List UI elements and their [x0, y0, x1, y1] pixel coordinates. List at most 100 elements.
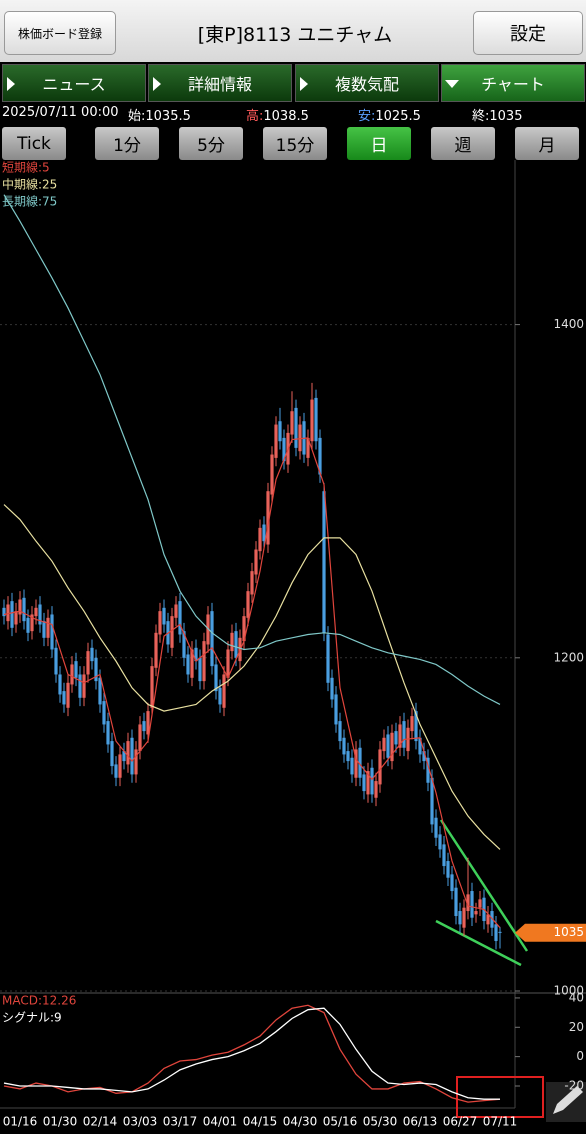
candle-body — [446, 861, 450, 878]
y-tick-label: 1000 — [553, 984, 584, 998]
candle-body — [398, 724, 402, 748]
candle-body — [382, 737, 386, 752]
candle-body — [106, 721, 110, 745]
candle-body — [54, 647, 58, 675]
candle-body — [6, 604, 10, 622]
candle-body — [198, 657, 202, 682]
y-tick-label: -20 — [564, 1078, 584, 1092]
legend-entry: MACD:12.26 — [2, 994, 76, 1008]
register-button[interactable]: 株価ボード登録 — [4, 11, 116, 55]
candle-body — [354, 749, 358, 778]
candle-body — [46, 617, 50, 638]
candle-body — [138, 724, 142, 752]
candle-body — [110, 741, 114, 767]
candle-body — [158, 611, 162, 635]
candle-body — [298, 424, 302, 452]
candle-body — [162, 607, 166, 625]
candle-body — [370, 767, 374, 795]
stock-title: [東P]8113 ユニチャム — [197, 24, 393, 46]
candle-body — [218, 687, 222, 705]
value: 1038.5 — [263, 109, 309, 124]
timeframe-button[interactable]: 月 — [515, 127, 579, 160]
candle-body — [318, 437, 322, 475]
x-tick-label: 02/14 — [83, 1115, 118, 1129]
candle-body — [266, 491, 270, 545]
candle-body — [66, 682, 70, 708]
timeframe-button[interactable]: 15分 — [263, 127, 327, 160]
candle-body — [194, 647, 198, 662]
quote-datetime: 2025/07/11 00:00 — [2, 105, 119, 120]
candle-body — [86, 651, 90, 675]
candle-body — [326, 634, 330, 683]
candle-body — [466, 894, 470, 912]
candle-body — [126, 741, 130, 765]
candle-body — [310, 399, 314, 442]
candle-body — [378, 749, 382, 785]
candle-body — [458, 911, 462, 925]
candle-body — [70, 664, 74, 685]
candle-body — [38, 604, 42, 625]
candle-body — [250, 571, 254, 595]
value: 1025.5 — [375, 109, 421, 124]
quote-open: 始:1035.5 — [128, 105, 191, 124]
x-tick-label: 03/03 — [123, 1115, 158, 1129]
candle-body — [74, 661, 78, 678]
legend-entry: 長期線:75 — [2, 194, 57, 209]
candle-body — [294, 407, 298, 448]
candle-body — [2, 607, 6, 617]
x-tick-label: 04/15 — [243, 1115, 278, 1129]
candle-body — [498, 931, 502, 933]
candle-body — [410, 716, 414, 732]
label: 終: — [472, 109, 490, 124]
candle-body — [306, 437, 310, 458]
tab[interactable]: 詳細情報 — [148, 64, 292, 102]
candle-body — [142, 721, 146, 732]
x-tick-label: 05/30 — [363, 1115, 398, 1129]
candle-body — [50, 614, 54, 650]
moving-average — [3, 194, 501, 705]
legend-entry: 短期線:5 — [2, 160, 50, 175]
timeframe-button[interactable]: 日 — [347, 127, 411, 160]
indicator-line — [3, 1004, 501, 1103]
quote-low: 安:1025.5 — [358, 105, 421, 124]
candle-body — [82, 674, 86, 698]
trend-line — [435, 919, 522, 967]
candle-body — [362, 774, 366, 792]
value: 1035.5 — [145, 109, 191, 124]
candle-body — [226, 649, 230, 678]
candle-body — [58, 674, 62, 695]
candle-body — [434, 817, 438, 838]
tab[interactable]: 複数気配 — [295, 64, 439, 102]
candle-body — [22, 597, 26, 622]
legend-entry: シグナル:9 — [2, 1011, 62, 1025]
candle-body — [414, 711, 418, 742]
candle-body — [322, 491, 326, 633]
candle-body — [114, 764, 118, 778]
candle-body — [290, 411, 294, 435]
candle-body — [182, 631, 186, 658]
candle-body — [346, 751, 350, 762]
timeframe-button[interactable]: 週 — [431, 127, 495, 160]
candle-body — [342, 737, 346, 755]
edit-icon[interactable] — [546, 1082, 586, 1122]
candle-body — [478, 899, 482, 908]
moving-average — [3, 437, 501, 929]
candle-body — [254, 549, 258, 575]
x-tick-label: 06/27 — [443, 1115, 478, 1129]
candle-body — [374, 781, 378, 798]
moving-average — [3, 504, 501, 850]
candle-body — [450, 874, 454, 892]
tab[interactable]: ニュース — [2, 64, 146, 102]
candle-body — [186, 654, 190, 675]
candle-body — [386, 734, 390, 758]
legend-entry: 中期線:25 — [2, 177, 57, 192]
candle-body — [134, 749, 138, 775]
settings-button[interactable]: 設定 — [473, 11, 583, 55]
timeframe-button[interactable]: Tick — [2, 127, 66, 160]
tab[interactable]: チャート — [441, 64, 585, 102]
timeframe-button[interactable]: 5分 — [179, 127, 243, 160]
tag-shape — [515, 923, 586, 942]
timeframe-button[interactable]: 1分 — [95, 127, 159, 160]
highlight-box — [456, 1076, 544, 1118]
candle-body — [30, 614, 34, 632]
